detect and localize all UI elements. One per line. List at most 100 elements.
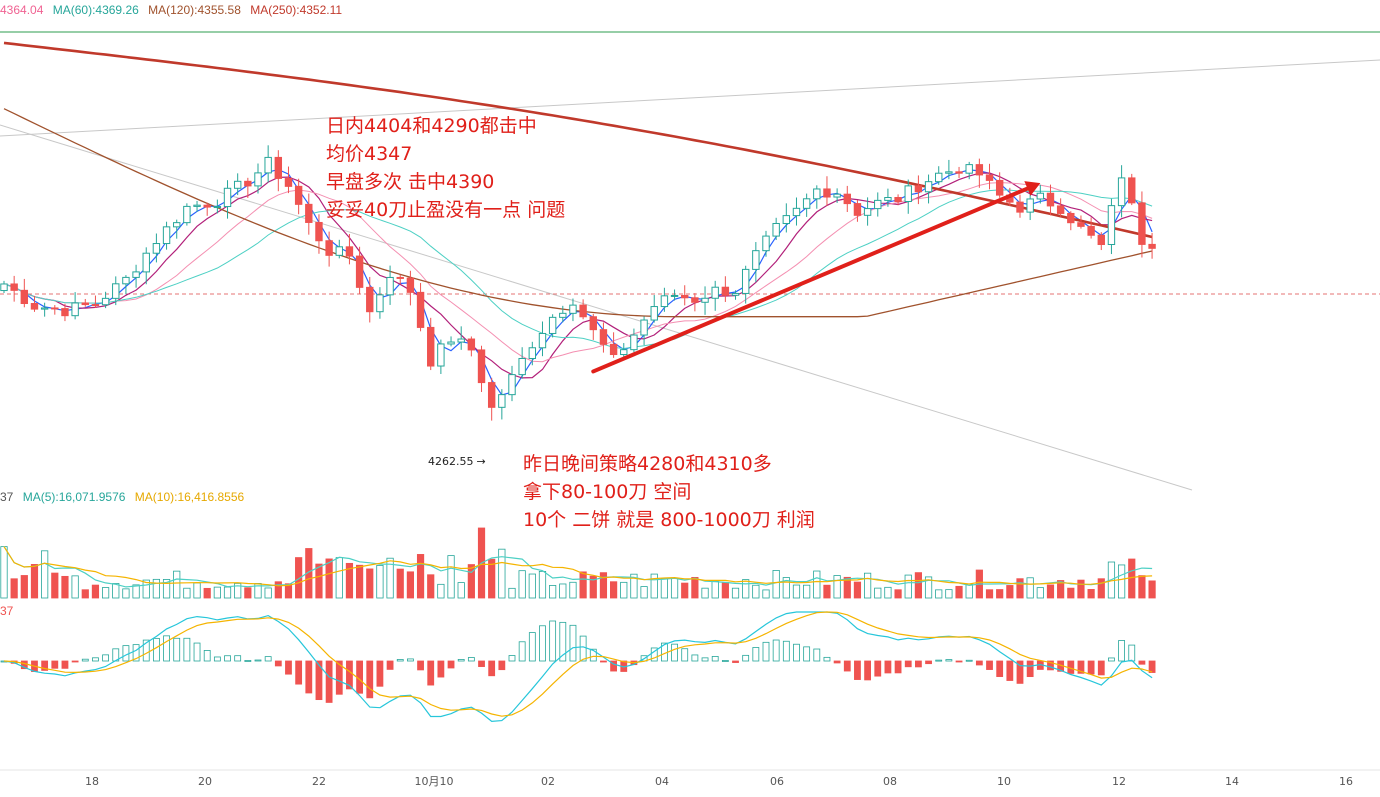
ma30-line <box>3 182 1153 363</box>
volume-bar <box>264 587 272 599</box>
volume-bar <box>345 562 354 599</box>
macd-bar <box>1118 640 1125 662</box>
macd-bar <box>81 658 89 662</box>
volume-bar <box>945 589 953 599</box>
macd-bar <box>122 645 130 662</box>
volume-bar <box>295 557 303 599</box>
candle <box>711 280 719 311</box>
volume-bar <box>742 579 750 599</box>
macd-bar <box>793 643 800 662</box>
candle <box>20 278 29 308</box>
candle <box>752 242 760 283</box>
macd-bar <box>955 660 963 663</box>
candle <box>132 264 140 288</box>
candle <box>477 345 486 392</box>
volume-bar <box>30 564 39 599</box>
ma250-line <box>3 41 1153 239</box>
macd-bar <box>457 659 465 662</box>
x-tick-label: 10 <box>997 775 1011 788</box>
volume-bar <box>41 550 49 599</box>
macd-bar <box>782 640 790 662</box>
macd-bar <box>244 660 252 662</box>
macd-bar <box>234 655 242 662</box>
candle <box>548 314 557 338</box>
macd-bar <box>772 639 780 662</box>
candle <box>213 199 222 214</box>
candle <box>487 377 496 421</box>
macd-bar <box>498 660 506 671</box>
candle <box>985 163 994 190</box>
volume-bar <box>193 582 201 599</box>
macd-bar <box>752 647 760 662</box>
candle <box>40 302 49 317</box>
candle <box>51 305 59 315</box>
volume-bar <box>691 576 699 599</box>
trendline-lower[interactable] <box>0 124 1193 491</box>
volume-bar <box>71 575 79 599</box>
volume-bar <box>1006 585 1014 599</box>
candle <box>183 203 191 226</box>
volume-bar <box>538 570 547 599</box>
candle <box>0 280 8 293</box>
volume-bar <box>1016 578 1024 599</box>
macd-bar <box>335 660 343 695</box>
volume-bar <box>457 582 465 599</box>
macd-bar <box>183 637 191 662</box>
candle <box>366 276 374 323</box>
volume-legend-prefix: 37 <box>0 490 14 504</box>
volume-bar <box>823 584 831 599</box>
candle <box>61 303 69 322</box>
volume-bar <box>437 583 445 599</box>
macd-bar <box>508 655 516 662</box>
volume-bar <box>284 583 293 599</box>
volume-bar <box>853 581 862 599</box>
trendline-upper[interactable] <box>0 59 1380 137</box>
macd-bar <box>1108 657 1115 662</box>
macd-bar <box>1006 660 1014 681</box>
red-trend-arrow[interactable] <box>591 181 1041 374</box>
candle <box>1026 194 1034 221</box>
macd-bar <box>925 660 932 665</box>
volume-bar <box>1036 587 1044 599</box>
candle <box>528 341 537 366</box>
macd-bar <box>589 648 597 662</box>
annotation-top-line-4: 妥妥40刀止盈没有一点 问题 <box>326 199 565 221</box>
candle <box>670 289 679 301</box>
candle <box>1036 184 1045 204</box>
macd-bar <box>132 644 140 662</box>
candle <box>640 316 648 346</box>
volume-bar <box>162 579 171 599</box>
candle <box>1138 191 1146 258</box>
macd-bar <box>539 625 546 662</box>
volume-bar <box>447 555 455 599</box>
macd-bar <box>305 660 313 694</box>
candle <box>660 287 669 312</box>
x-tick-label: 18 <box>85 775 99 788</box>
macd-bar <box>874 660 882 677</box>
macd-bar <box>518 641 526 662</box>
candle <box>30 295 39 312</box>
macd-bar <box>488 660 496 677</box>
volume-legend-ma5: MA(5):16,071.9576 <box>23 490 126 504</box>
volume-bar <box>386 557 394 599</box>
volume-bar <box>427 574 435 599</box>
macd-bar <box>274 660 282 667</box>
macd-bar <box>701 657 709 662</box>
volume-bar <box>1138 575 1146 599</box>
macd-bar <box>579 635 587 662</box>
candle <box>152 233 161 263</box>
candle <box>284 166 293 194</box>
candle <box>924 174 933 204</box>
candle <box>467 336 476 357</box>
macd-bar <box>986 660 993 670</box>
volume-bar <box>731 587 740 599</box>
macd-bar <box>1087 660 1095 675</box>
volume-bar <box>183 587 191 599</box>
annotation-top: 日内4404和4290都击中 均价4347 早盘多次 击中4390 妥妥40刀止… <box>326 115 565 221</box>
macd-bar <box>833 660 841 664</box>
macd-bar <box>894 660 902 674</box>
x-tick-label: 12 <box>1112 775 1126 788</box>
candle <box>498 389 506 420</box>
x-tick-label: 16 <box>1339 775 1353 788</box>
